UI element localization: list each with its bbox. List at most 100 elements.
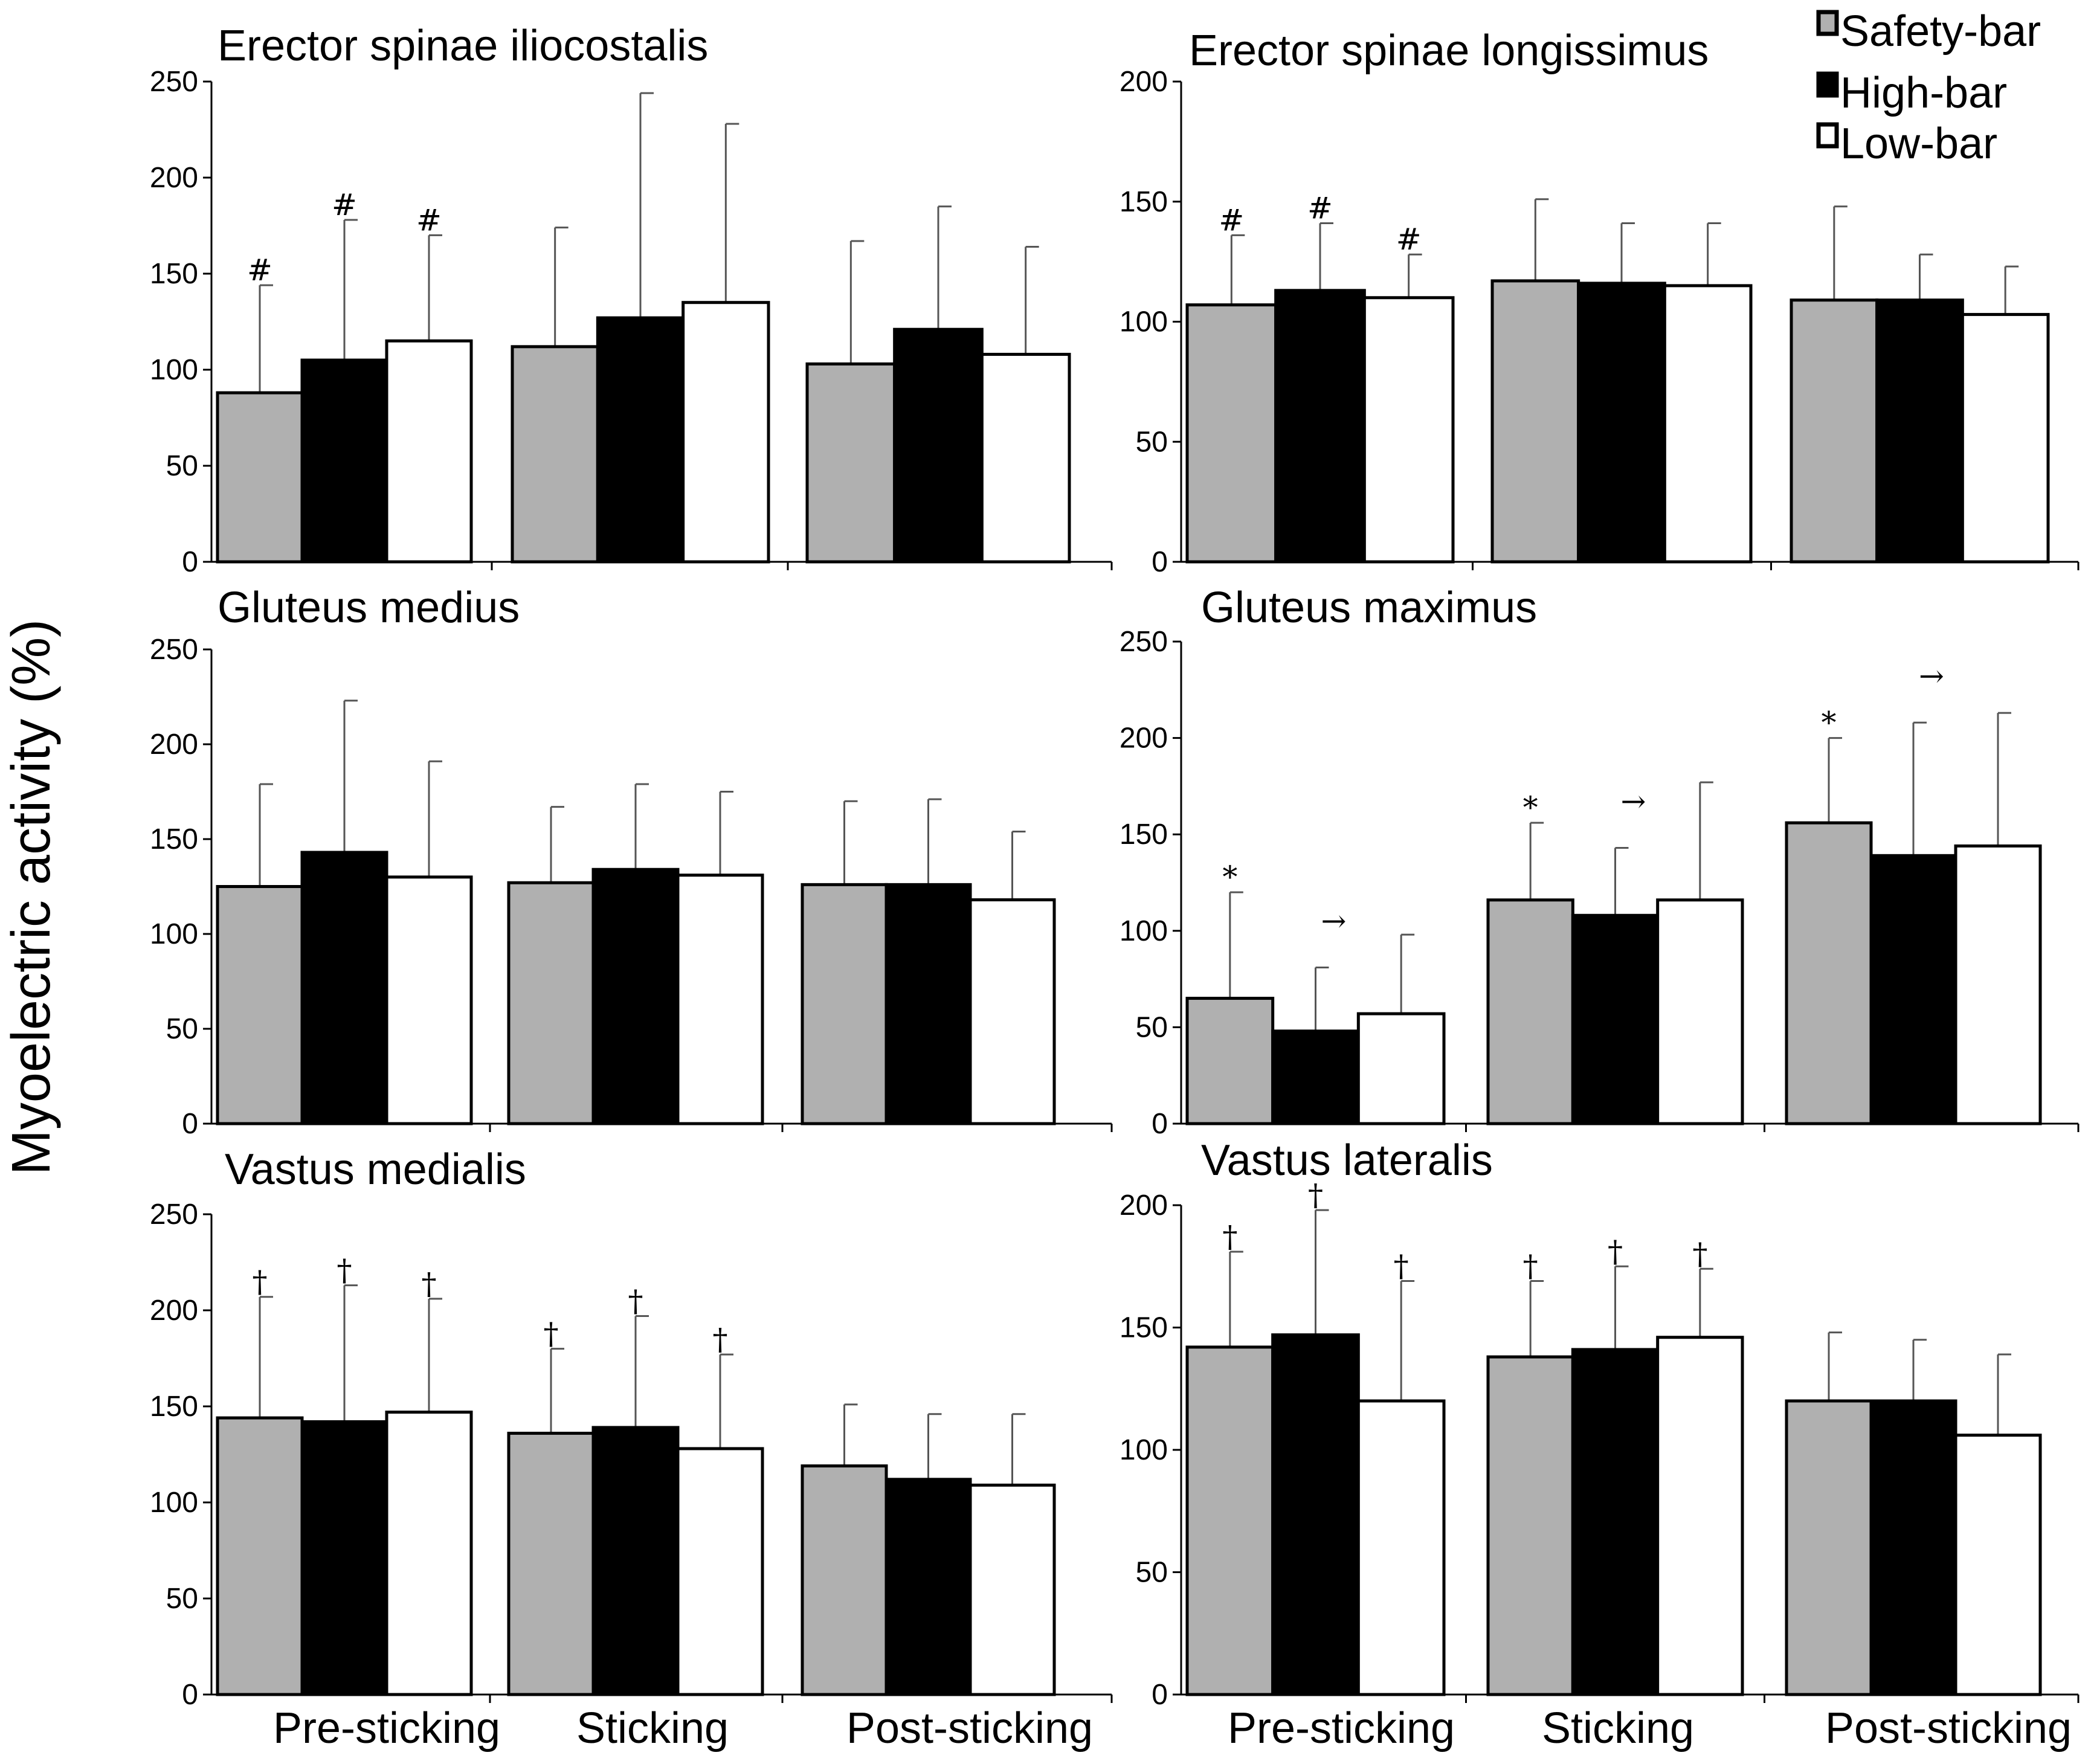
bar-safety-bar-pre-sticking [1185, 303, 1278, 564]
bar-low-bar-sticking [681, 301, 770, 564]
bar-safety-bar-pre-sticking [216, 885, 304, 1125]
x-category-label: Sticking [576, 1704, 729, 1753]
bar-low-bar-post-sticking [980, 353, 1071, 564]
y-tick-label: 150 [1120, 186, 1168, 218]
significance-marker: † [1692, 1236, 1707, 1271]
arrow-marker: → [1919, 658, 1944, 694]
bar-high-bar-pre-sticking [1271, 1333, 1360, 1696]
bar-high-bar-sticking [596, 316, 685, 564]
y-tick-label: 0 [1152, 1108, 1168, 1140]
significance-marker: † [337, 1253, 352, 1288]
significance-marker: † [713, 1322, 728, 1357]
significance-marker: † [1523, 1249, 1538, 1284]
panel-title: Erector spinae iliocostalis [217, 22, 708, 70]
bar-high-bar-pre-sticking [300, 358, 388, 564]
y-tick-label: 50 [1136, 426, 1168, 458]
significance-marker: * [1523, 790, 1538, 825]
y-tick-label: 50 [1136, 1557, 1168, 1589]
bar-high-bar-post-sticking [1869, 854, 1957, 1125]
bar-high-bar-post-sticking [884, 1478, 972, 1696]
legend-swatch-low-bar [1816, 122, 1839, 149]
y-tick-label: 150 [1120, 1312, 1168, 1344]
bar-safety-bar-pre-sticking [1185, 1345, 1275, 1696]
x-category-label: Post-sticking [846, 1704, 1093, 1753]
bar-low-bar-post-sticking [1961, 313, 2050, 564]
x-category-label: Sticking [1542, 1704, 1694, 1753]
legend-swatch-safety-bar [1816, 10, 1839, 36]
y-tick-label: 250 [150, 1199, 198, 1231]
significance-marker: † [1308, 1177, 1323, 1212]
significance-marker: † [1222, 1219, 1237, 1254]
bar-low-bar-pre-sticking [1356, 1399, 1446, 1696]
bar-safety-bar-sticking [1486, 898, 1574, 1125]
panel-vastus-lateralis: Vastus lateralis 0 50 100 150 200 † † † † † † Pre-st… [1120, 1136, 2080, 1753]
bar-high-bar-sticking [591, 1426, 680, 1696]
bar-safety-bar-sticking [1490, 279, 1580, 564]
y-tick-label: 100 [1120, 915, 1168, 947]
significance-marker: * [1822, 706, 1837, 741]
y-tick-label: 150 [150, 258, 198, 290]
bar-low-bar-sticking [1663, 284, 1753, 564]
bar-safety-bar-pre-sticking [216, 391, 304, 564]
y-tick-label: 0 [1152, 1679, 1168, 1711]
legend-label-safety-bar: Safety-bar [1840, 7, 2041, 56]
bar-high-bar-post-sticking [884, 883, 972, 1125]
bar-safety-bar-post-sticking [1785, 821, 1873, 1125]
bar-high-bar-sticking [1571, 913, 1660, 1125]
bar-safety-bar-sticking [507, 1432, 595, 1696]
y-tick-label: 150 [150, 1391, 198, 1423]
panel-erector-spinae-iliocostalis: Erector spinae iliocostalis 0 50 100 150 200 2… [150, 22, 1113, 578]
bar-high-bar-pre-sticking [300, 851, 388, 1125]
significance-marker: # [416, 202, 442, 237]
x-category-label: Pre-sticking [1228, 1704, 1455, 1753]
legend-label-low-bar: Low-bar [1840, 120, 1997, 168]
y-tick-label: 200 [1120, 723, 1168, 755]
panel-title: Erector spinae longissimus [1189, 27, 1709, 75]
arrow-marker: → [1621, 784, 1646, 819]
y-tick-label: 200 [150, 162, 198, 194]
panel-gluteus-medius: Gluteus medius 0 50 100 150 200 250 [150, 584, 1113, 1140]
bar-high-bar-sticking [1577, 282, 1666, 564]
bar-safety-bar-post-sticking [805, 362, 897, 564]
bar-safety-bar-post-sticking [801, 883, 888, 1125]
significance-marker: † [544, 1316, 559, 1351]
bar-safety-bar-pre-sticking [216, 1416, 304, 1696]
bar-low-bar-sticking [676, 874, 764, 1125]
bar-low-bar-post-sticking [968, 1483, 1056, 1696]
significance-marker: † [253, 1264, 268, 1299]
legend-swatch-high-bar [1816, 71, 1839, 98]
bar-low-bar-sticking [676, 1447, 764, 1696]
panel-vastus-medialis: Vastus medialis 0 50 100 150 200 250 † † † † † † Pre-… [150, 1145, 1113, 1753]
y-tick-label: 50 [166, 1013, 198, 1045]
panel-title: Gluteus medius [217, 584, 520, 632]
legend-label-high-bar: High-bar [1840, 69, 2007, 117]
panel-title: Gluteus maximus [1201, 584, 1537, 632]
bar-safety-bar-post-sticking [801, 1464, 888, 1696]
panel-erector-spinae-longissimus: Erector spinae longissimus 0 50 100 150 200 # #… [1120, 27, 2080, 578]
y-tick-label: 100 [150, 354, 198, 386]
bar-low-bar-post-sticking [1954, 844, 2042, 1125]
y-tick-label: 150 [150, 823, 198, 855]
significance-marker: # [1307, 191, 1333, 226]
bar-safety-bar-post-sticking [1785, 1399, 1873, 1696]
y-tick-label: 100 [150, 1487, 198, 1519]
bar-high-bar-pre-sticking [1274, 289, 1366, 564]
y-tick-label: 0 [1152, 546, 1168, 578]
significance-marker: † [1394, 1249, 1409, 1284]
bar-low-bar-pre-sticking [385, 875, 473, 1125]
significance-marker: † [1608, 1234, 1623, 1269]
significance-marker: † [628, 1284, 643, 1319]
legend: Safety-bar High-bar Low-bar [1816, 7, 2041, 168]
bar-safety-bar-post-sticking [1790, 298, 1879, 564]
y-tick-label: 150 [1120, 819, 1168, 851]
arrow-marker: → [1321, 903, 1347, 938]
significance-marker: # [1219, 202, 1244, 237]
bar-safety-bar-pre-sticking [1185, 997, 1275, 1125]
bar-high-bar-pre-sticking [300, 1420, 388, 1696]
y-tick-label: 0 [182, 1679, 198, 1711]
bar-high-bar-pre-sticking [1271, 1029, 1360, 1125]
bar-low-bar-sticking [1656, 898, 1744, 1125]
bar-low-bar-pre-sticking [385, 1411, 473, 1696]
bar-high-bar-post-sticking [1875, 298, 1964, 564]
